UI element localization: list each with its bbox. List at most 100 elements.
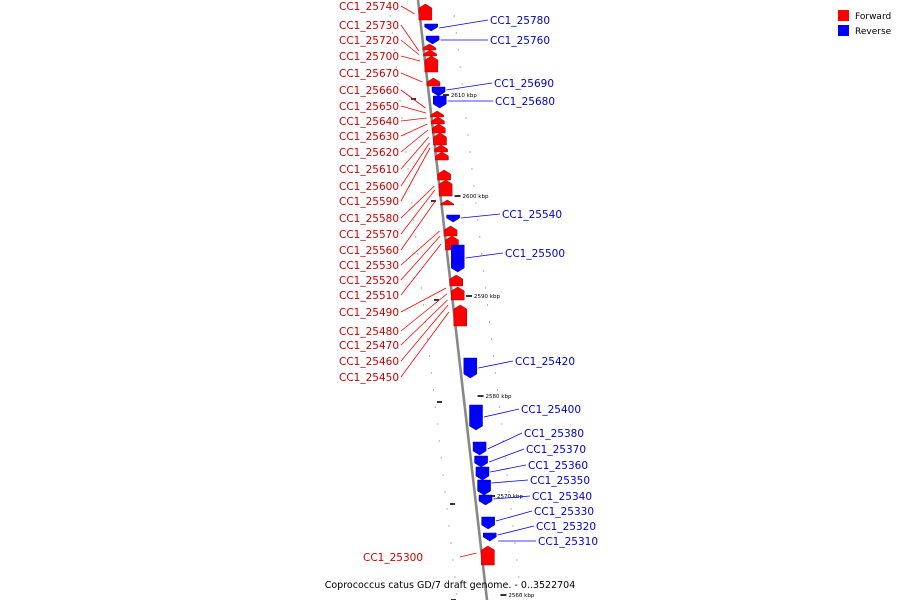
forward-leader-line [459, 552, 477, 558]
forward-gene-arrow [432, 123, 446, 134]
reverse-leader-line [439, 19, 489, 29]
forward-gene-label: CC1_25580 [339, 213, 399, 225]
forward-leader-line [400, 142, 430, 187]
forward-gene-label: CC1_25460 [339, 356, 399, 368]
forward-leader-line [400, 235, 441, 281]
forward-gene-label: CC1_25510 [339, 290, 399, 302]
reverse-gene-label: CC1_25780 [490, 15, 550, 27]
forward-leader-line [400, 123, 428, 137]
forward-leader-line [400, 189, 436, 235]
forward-leader-line [400, 129, 429, 153]
forward-gene-arrow [438, 179, 453, 197]
forward-gene-arrow [422, 43, 437, 51]
forward-leader-line [400, 243, 442, 296]
forward-gene-label: CC1_25600 [339, 181, 399, 193]
forward-gene-label: CC1_25610 [339, 164, 399, 176]
forward-leader-line [400, 299, 448, 346]
kbp-label: 2610 kbp [451, 93, 477, 99]
forward-gene-arrow [434, 144, 448, 153]
forward-leader-line [400, 147, 431, 202]
forward-gene-label: CC1_25670 [339, 68, 399, 80]
kbp-label: 2580 kbp [486, 394, 512, 400]
kbp-label: 2560 kbp [508, 593, 534, 599]
reverse-gene-arrow [450, 244, 465, 273]
forward-leader-line [400, 311, 450, 378]
forward-gene-arrow [431, 116, 445, 125]
forward-gene-label: CC1_25450 [339, 372, 399, 384]
forward-leader-line [400, 185, 435, 219]
reverse-gene-label: CC1_25760 [490, 35, 550, 47]
forward-leader-line [400, 105, 427, 114]
reverse-leader-line [488, 448, 525, 463]
reverse-gene-label: CC1_25500 [505, 248, 565, 260]
reverse-gene-arrow [425, 35, 440, 45]
reverse-gene-arrow [481, 516, 495, 530]
reverse-leader-line [465, 252, 504, 259]
legend-forward-swatch [838, 10, 849, 21]
forward-gene-label: CC1_25570 [339, 229, 399, 241]
forward-gene-arrow [440, 199, 455, 206]
forward-leader-line [400, 5, 415, 15]
forward-gene-label: CC1_25490 [339, 307, 399, 319]
forward-gene-label: CC1_25650 [339, 101, 399, 113]
forward-gene-arrow [424, 55, 439, 73]
forward-leader-line [400, 230, 440, 266]
reverse-leader-line [495, 510, 533, 522]
forward-gene-arrow [451, 286, 465, 301]
forward-gene-label: CC1_25480 [339, 326, 399, 338]
legend-reverse-label: Reverse [855, 27, 892, 37]
reverse-leader-line [497, 525, 535, 536]
reverse-gene-arrow [463, 357, 478, 379]
legend-reverse-swatch [838, 25, 849, 36]
forward-gene-label: CC1_25530 [339, 260, 399, 272]
forward-gene-arrow [449, 274, 464, 287]
reverse-gene-label: CC1_25690 [494, 78, 554, 90]
forward-gene-label: CC1_25740 [339, 1, 399, 13]
forward-gene-label: CC1_25300 [363, 552, 423, 564]
forward-leader-line [400, 117, 427, 122]
reverse-gene-label: CC1_25360 [528, 460, 588, 472]
forward-leader-line [400, 89, 426, 109]
reverse-gene-arrow [424, 23, 438, 32]
legend: Forward Reverse [838, 10, 892, 37]
reverse-leader-line [490, 464, 527, 473]
reverse-gene-arrow [483, 532, 497, 542]
reverse-track: CC1_25780 CC1_25760 CC1_25690 CC1_25680 CC1_… [424, 15, 598, 548]
reverse-gene-label: CC1_25380 [524, 428, 584, 440]
reverse-gene-label: CC1_25350 [530, 475, 590, 487]
reverse-gene-label: CC1_25330 [534, 506, 594, 518]
forward-gene-arrow [453, 304, 468, 327]
reverse-leader-line [446, 82, 493, 91]
forward-gene-arrow [418, 3, 433, 21]
forward-gene-arrow [423, 49, 437, 57]
forward-gene-label: CC1_25660 [339, 85, 399, 97]
reverse-gene-arrow [475, 466, 490, 481]
reverse-gene-arrow [477, 479, 491, 496]
reverse-leader-line [491, 479, 529, 484]
forward-gene-arrow [435, 151, 449, 161]
reverse-leader-line [483, 408, 520, 418]
reverse-gene-label: CC1_25400 [521, 404, 581, 416]
reverse-gene-arrow [474, 455, 488, 468]
forward-gene-arrow [437, 169, 451, 181]
kbp-label: 2590 kbp [474, 294, 500, 300]
reverse-gene-label: CC1_25320 [536, 521, 596, 533]
forward-gene-label: CC1_25590 [339, 196, 399, 208]
reverse-gene-label: CC1_25540 [502, 209, 562, 221]
forward-track: CC1_25740 CC1_25730 CC1_25720 CC1_25700 CC1_… [339, 1, 495, 566]
reverse-gene-label: CC1_25310 [538, 536, 598, 548]
kbp-label: 2600 kbp [463, 194, 489, 200]
forward-leader-line [400, 24, 420, 52]
reverse-gene-arrow [432, 95, 447, 109]
forward-leader-line [400, 287, 447, 313]
kbp-scale: 2610 kbp 2600 kbp 2590 kbp 2580 kbp 2570 kbp… [411, 93, 535, 600]
reverse-gene-arrow [446, 214, 460, 223]
forward-gene-label: CC1_25520 [339, 275, 399, 287]
forward-gene-arrow [430, 110, 444, 118]
forward-leader-line [400, 136, 430, 170]
reverse-gene-arrow [478, 494, 493, 506]
forward-gene-arrow [443, 225, 458, 237]
reverse-gene-arrow [431, 86, 446, 97]
kbp-label: 2570 kbp [497, 494, 523, 500]
